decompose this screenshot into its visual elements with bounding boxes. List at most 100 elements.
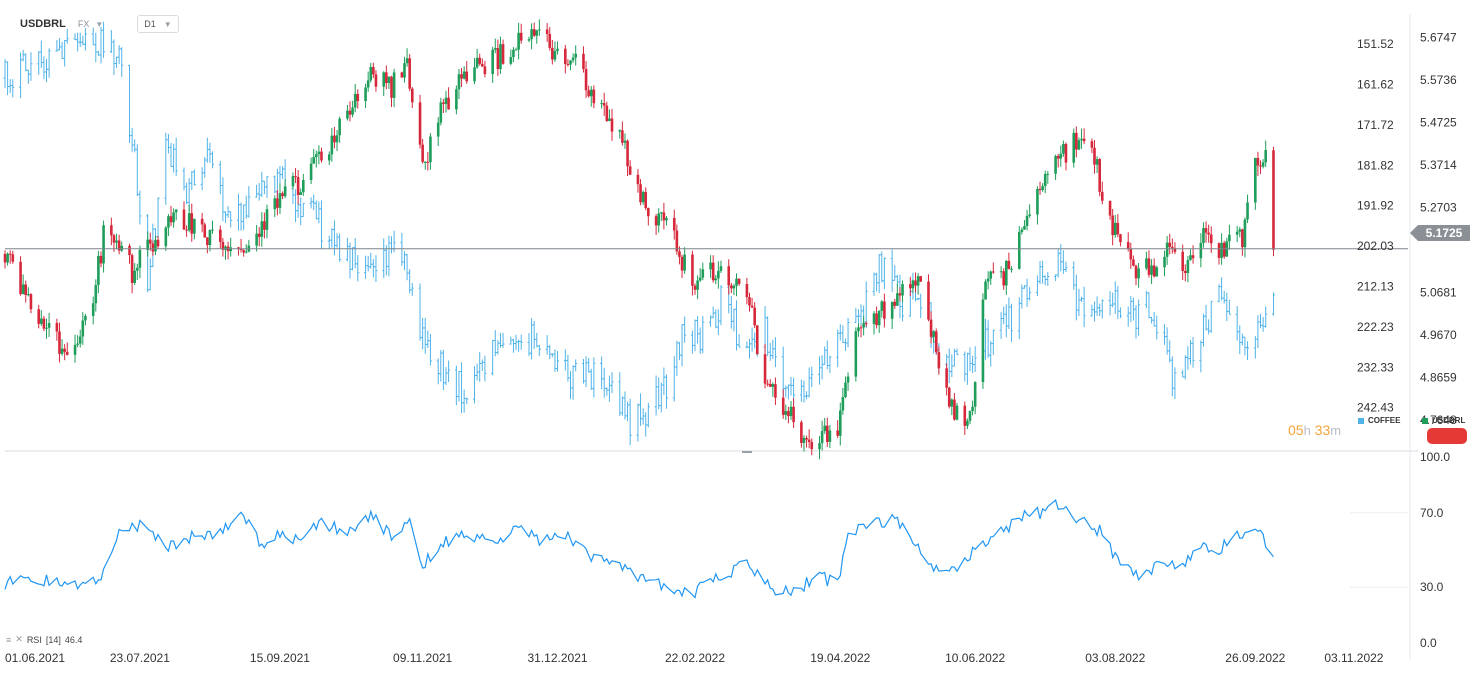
chevron-down-icon[interactable]: ▼ xyxy=(95,19,104,29)
candle-body xyxy=(6,253,9,263)
candle-body xyxy=(774,384,777,398)
countdown-hours-unit: h xyxy=(1303,423,1311,438)
candle-body xyxy=(1080,138,1083,141)
candle-body xyxy=(919,276,922,282)
grid-layer xyxy=(5,14,1418,660)
candle-body xyxy=(200,218,204,225)
candle-body xyxy=(618,130,622,132)
candle-body xyxy=(1036,188,1039,215)
candle-body xyxy=(628,166,632,175)
candle-body xyxy=(115,240,118,243)
timeframe-select[interactable]: D1 ▼ xyxy=(137,15,179,33)
candle-body xyxy=(1100,191,1104,201)
candle-body xyxy=(1183,271,1187,273)
candle-body xyxy=(1165,242,1169,257)
candle-body xyxy=(787,411,790,417)
candle-body xyxy=(784,411,788,415)
candle-body xyxy=(691,254,694,286)
legend-item-usdbrl[interactable]: USDBRL xyxy=(1422,416,1465,425)
candle-body xyxy=(84,315,87,321)
candle-body xyxy=(120,245,124,251)
candle-body xyxy=(421,144,424,162)
candle-body xyxy=(423,161,427,163)
candle-body xyxy=(8,253,12,255)
coffee-tick-label: 212.13 xyxy=(1357,280,1394,294)
candle-body xyxy=(859,327,863,329)
candle-body xyxy=(405,58,409,64)
candle-body xyxy=(696,280,699,290)
candle-body xyxy=(792,406,795,423)
menu-icon[interactable]: ≡ xyxy=(6,634,12,645)
candle-body xyxy=(509,57,513,64)
candle-body xyxy=(932,331,935,337)
rsi-tick-label: 0.0 xyxy=(1420,636,1437,650)
close-icon[interactable]: ✕ xyxy=(15,634,23,644)
candle-body xyxy=(47,323,51,328)
candle-body xyxy=(1254,157,1257,203)
candle-body xyxy=(1173,248,1177,252)
candle-body xyxy=(128,245,131,256)
candle-body xyxy=(455,89,458,110)
legend-swatch-coffee xyxy=(1358,417,1364,424)
candle-body xyxy=(1241,229,1244,248)
candle-body xyxy=(753,307,756,326)
candle-body xyxy=(94,284,98,304)
candle-body xyxy=(447,97,450,110)
candle-body xyxy=(569,60,572,65)
axes-layer: 5.6747 5.5736 5.4725 5.3714 5.2703 5.0681 4.96… xyxy=(5,31,1457,665)
candle-body xyxy=(626,140,629,167)
candle-body xyxy=(984,281,987,300)
candle-body xyxy=(385,72,388,84)
x-tick-label: 03.08.2022 xyxy=(1085,651,1145,665)
sell-badge[interactable] xyxy=(1427,428,1467,444)
candle-body xyxy=(530,29,533,40)
candle-body xyxy=(1256,157,1260,166)
candle-body xyxy=(802,437,806,443)
legend-item-coffee[interactable]: COFFEE xyxy=(1358,416,1400,425)
candle-body xyxy=(130,255,134,283)
candle-body xyxy=(810,442,814,450)
candle-body xyxy=(65,351,69,355)
legend-label-usdbrl: USDBRL xyxy=(1432,416,1466,425)
candle-body xyxy=(190,213,194,234)
candle-body xyxy=(605,105,609,121)
candle-body xyxy=(294,176,297,178)
candle-body xyxy=(963,405,967,426)
usdbrl-tick-label: 5.3714 xyxy=(1420,158,1457,172)
candle-body xyxy=(29,294,33,310)
x-tick-label: 22.02.2022 xyxy=(665,651,725,665)
candle-body xyxy=(1189,255,1192,261)
candle-body xyxy=(260,221,264,237)
candle-body xyxy=(1056,156,1060,159)
candle-body xyxy=(45,327,48,329)
candle-body xyxy=(462,71,466,79)
candle-body xyxy=(1207,232,1210,235)
candle-body xyxy=(717,270,720,279)
candle-body xyxy=(374,74,378,87)
candle-body xyxy=(934,331,938,353)
candle-body xyxy=(1002,271,1006,286)
candle-body xyxy=(937,352,941,369)
candle-body xyxy=(512,49,515,58)
candle-body xyxy=(265,209,269,230)
x-tick-label: 03.11.2022 xyxy=(1324,651,1383,665)
candle-body xyxy=(1155,267,1159,277)
candle-body xyxy=(551,47,554,60)
candle-body xyxy=(187,213,191,231)
candle-body xyxy=(955,405,959,420)
symbol-name[interactable]: USDBRL xyxy=(20,18,66,30)
candle-body xyxy=(81,320,85,337)
candle-body xyxy=(971,406,974,412)
candle-body xyxy=(582,53,585,69)
candle-body xyxy=(372,67,375,75)
candle-body xyxy=(1152,265,1156,277)
candle-body xyxy=(592,89,596,104)
candle-body xyxy=(647,208,650,217)
candle-body xyxy=(883,301,886,319)
candle-body xyxy=(841,397,845,411)
candle-body xyxy=(278,193,282,208)
candle-body xyxy=(237,247,240,249)
candle-body xyxy=(1147,258,1151,275)
